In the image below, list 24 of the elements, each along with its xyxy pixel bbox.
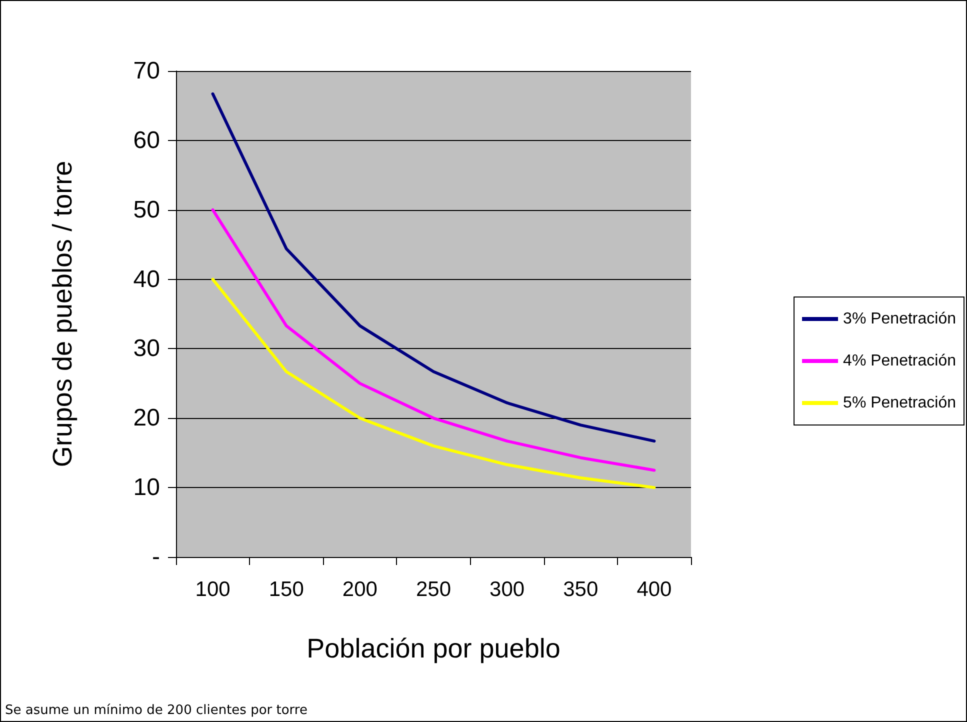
x-tick-label: 400 (636, 578, 672, 601)
legend-label: 5% Penetración (843, 394, 956, 412)
x-tick-label: 350 (563, 578, 598, 601)
x-tick-label: 300 (490, 578, 525, 601)
x-tick-label: 250 (416, 578, 452, 601)
y-tick-label: 30 (133, 335, 160, 362)
legend-label: 4% Penetración (843, 352, 956, 370)
y-tick-label: 40 (133, 266, 160, 293)
x-axis-title: Población por pueblo (306, 634, 560, 664)
y-tick-label: 20 (133, 404, 160, 432)
x-tick-label: 200 (342, 578, 378, 601)
legend-label: 3% Penetración (843, 310, 956, 328)
y-axis-title: Grupos de pueblos / torre (48, 160, 78, 468)
line-series (211, 278, 656, 490)
y-tick-label: 50 (133, 196, 160, 224)
x-tick-label: 100 (195, 578, 230, 601)
text: Se asume un mínimo de 200 clientes por torre (5, 703, 308, 718)
y-tick-label: - (152, 544, 160, 570)
y-tick-label: 10 (133, 474, 160, 502)
y-tick-label: 60 (133, 126, 160, 154)
line-series (211, 92, 656, 443)
x-tick-label: 150 (268, 578, 304, 601)
y-tick-label: 70 (133, 58, 160, 84)
line-series (211, 208, 656, 472)
